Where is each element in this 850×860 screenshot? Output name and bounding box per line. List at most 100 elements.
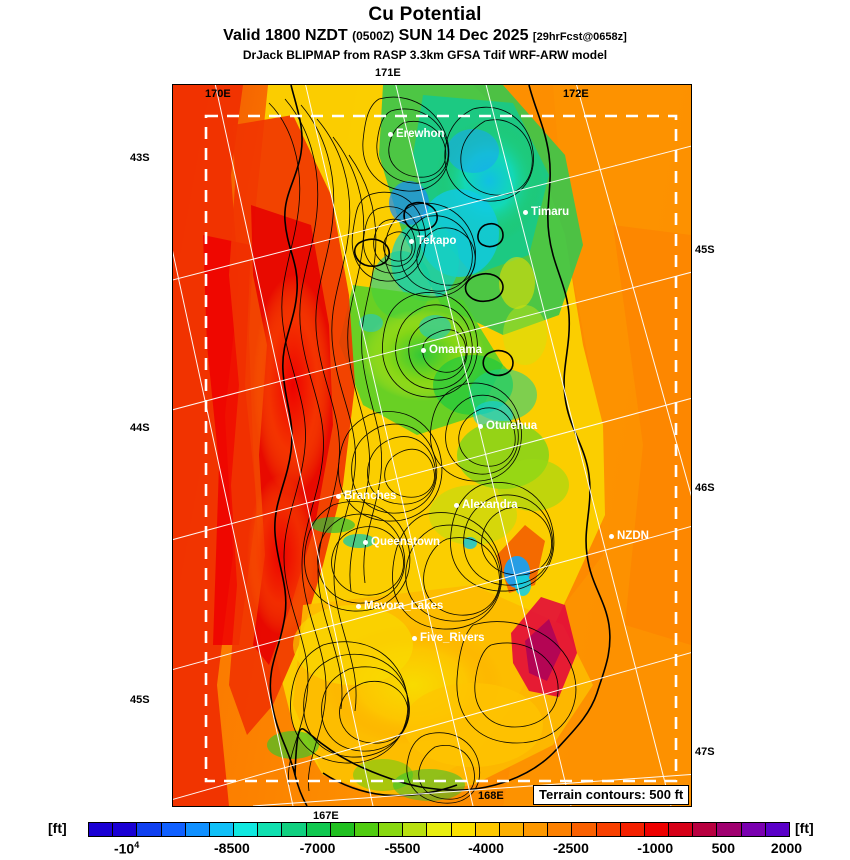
colorbar-swatch-23 — [644, 823, 670, 836]
lat-label: 43S — [130, 152, 150, 164]
station-dot-icon — [412, 636, 417, 641]
colorbar-tick-label: -4000 — [468, 840, 504, 856]
city-name: Oturehua — [486, 420, 538, 432]
lat-label: 47S — [695, 746, 715, 758]
valid-time: Valid 1800 NZDT — [223, 27, 348, 44]
station-dot-icon — [388, 132, 393, 137]
station-dot-icon — [409, 239, 414, 244]
colorbar-unit-left: [ft] — [48, 820, 67, 836]
city-name: NZDN — [617, 530, 649, 542]
station-dot-icon — [478, 424, 483, 429]
terrain-contour-note: Terrain contours: 500 ft — [533, 785, 690, 805]
colorbar-swatch-20 — [572, 823, 597, 836]
valid-date: SUN 14 Dec 2025 — [398, 27, 529, 44]
colorbar-swatch-9 — [306, 823, 331, 836]
city-name: Timaru — [531, 206, 570, 218]
station-dot-icon — [421, 348, 426, 353]
map-raster — [173, 85, 691, 806]
city-label-nzdn: NZDN — [609, 530, 649, 543]
lat-label: 45S — [130, 694, 150, 706]
colorbar-swatch-16 — [475, 823, 500, 836]
colorbar-swatch-28 — [765, 823, 789, 836]
lon-label: 167E — [313, 810, 339, 822]
colorbar-swatch-22 — [620, 823, 645, 836]
city-name: Tekapo — [417, 235, 457, 247]
colorbar-swatch-5 — [209, 823, 235, 836]
station-dot-icon — [454, 503, 459, 508]
city-label-timaru: Timaru — [523, 206, 570, 219]
colorbar-swatch-18 — [524, 823, 549, 836]
lon-label: 168E — [478, 790, 504, 802]
colorbar-tick-label: -8500 — [214, 840, 250, 856]
colorbar-swatch-11 — [354, 823, 380, 836]
colorbar-swatch-3 — [161, 823, 186, 836]
colorbar — [88, 822, 790, 837]
colorbar-tick-label: -7000 — [299, 840, 336, 856]
station-dot-icon — [363, 540, 368, 545]
city-label-oturehua: Oturehua — [478, 420, 538, 433]
colorbar-swatch-21 — [596, 823, 621, 836]
lat-label: 45S — [695, 244, 715, 256]
model-line: DrJack BLIPMAP from RASP 3.3km GFSA Tdif… — [242, 48, 608, 62]
station-dot-icon — [523, 210, 528, 215]
colorbar-area: [ft] [ft] -104 -8500 -7000 -5500 -4000 -2500 -… — [0, 820, 850, 860]
station-dot-icon — [356, 604, 361, 609]
city-name: Alexandra — [462, 499, 518, 511]
city-name: Five_Rivers — [420, 632, 485, 644]
city-name: Erewhon — [396, 128, 445, 140]
colorbar-swatch-7 — [258, 823, 283, 836]
station-dot-icon — [336, 494, 341, 499]
colorbar-unit-right: [ft] — [795, 820, 814, 836]
colorbar-swatch-25 — [693, 823, 718, 836]
city-name: Mavora_Lakes — [364, 600, 444, 612]
colorbar-swatch-10 — [330, 823, 355, 836]
city-label-tekapo: Tekapo — [409, 235, 457, 248]
colorbar-tick-label: -104 — [113, 840, 140, 857]
colorbar-swatch-14 — [427, 823, 452, 836]
lon-label: 172E — [563, 88, 589, 100]
colorbar-swatch-0 — [89, 823, 114, 836]
lon-label: 170E — [205, 88, 231, 100]
city-label-five_rivers: Five_Rivers — [412, 632, 485, 645]
city-label-alexandra: Alexandra — [454, 499, 518, 512]
colorbar-swatch-13 — [403, 823, 428, 836]
station-dot-icon — [609, 534, 614, 539]
colorbar-swatch-1 — [113, 823, 138, 836]
colorbar-swatch-4 — [185, 823, 210, 836]
city-label-omarama: Omarama — [421, 344, 483, 357]
lat-label: 44S — [130, 422, 150, 434]
colorbar-swatch-27 — [741, 823, 766, 836]
lat-label: 46S — [695, 482, 715, 494]
domain-box — [204, 114, 678, 783]
city-label-erewhon: Erewhon — [388, 128, 445, 141]
lon-label: 171E — [375, 67, 401, 79]
colorbar-swatch-2 — [137, 823, 162, 836]
valid-time-line: Valid 1800 NZDT (0500Z) SUN 14 Dec 2025 … — [0, 26, 850, 47]
colorbar-tick-label: -1000 — [637, 840, 674, 856]
colorbar-swatch-12 — [379, 823, 404, 836]
colorbar-swatch-26 — [717, 823, 742, 836]
colorbar-swatch-15 — [451, 823, 476, 836]
colorbar-tick-label: 2000 — [770, 840, 803, 856]
colorbar-tick-label: -5500 — [384, 840, 421, 856]
title-block: Cu Potential Valid 1800 NZDT (0500Z) SUN… — [0, 0, 850, 63]
page-title: Cu Potential — [368, 4, 482, 25]
forecast-map[interactable]: 170E 172E 168E Erewhon Timaru Tekapo Omarama O… — [172, 84, 692, 807]
city-label-queenstown: Queenstown — [363, 536, 441, 549]
city-name: Queenstown — [371, 536, 441, 548]
forecast-tag: [29hrFcst@0658z] — [532, 31, 627, 43]
city-label-branches: Branches — [336, 490, 397, 503]
colorbar-swatch-24 — [669, 823, 694, 836]
city-label-mavora_lakes: Mavora_Lakes — [356, 600, 444, 613]
colorbar-swatch-19 — [548, 823, 573, 836]
colorbar-swatch-6 — [234, 823, 259, 836]
colorbar-tick-label: 500 — [711, 840, 735, 856]
map-canvas: 170E 172E 168E Erewhon Timaru Tekapo Omarama O… — [173, 85, 691, 806]
city-name: Branches — [344, 490, 397, 502]
city-name: Omarama — [429, 344, 483, 356]
colorbar-tick-label: -2500 — [553, 840, 589, 856]
valid-time-utc: (0500Z) — [352, 29, 395, 43]
colorbar-swatch-8 — [282, 823, 307, 836]
colorbar-swatch-17 — [499, 823, 525, 836]
